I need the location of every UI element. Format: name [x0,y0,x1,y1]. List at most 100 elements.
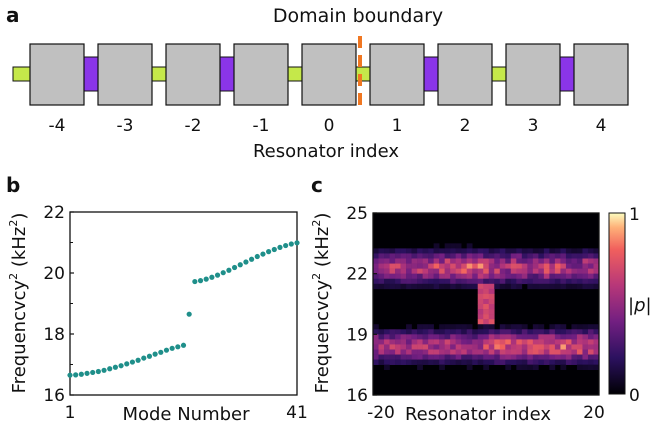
resonator-box [233,43,289,106]
heatmap-cell [582,273,589,280]
heatmap-cell [587,334,594,340]
heatmap-cell [433,344,440,350]
resonator-index-label: 1 [392,116,403,136]
heatmap-cell [587,263,594,269]
heatmap-cell [455,243,462,249]
heatmap-cell [521,354,528,360]
resonator-box [369,43,425,106]
heatmap-cell [384,258,390,264]
heatmap-cell [433,248,440,254]
heatmap-cell [505,283,512,290]
heatmap-cell [593,253,600,259]
heatmap-cell [560,273,567,280]
heatmap-cell [499,283,506,290]
heatmap-cell [593,278,600,285]
heatmap-cell [549,268,556,274]
heatmap-cell [417,334,423,340]
scatter-point [243,259,249,265]
heatmap-cell [538,278,545,285]
heatmap-cell [395,278,401,285]
heatmap-cell [389,344,396,350]
heatmap-cell [565,248,572,254]
heatmap-cell [395,263,401,269]
heatmap-cell [400,253,407,259]
heatmap-cell [477,309,484,315]
heatmap-cell [571,339,578,345]
heatmap-cell [406,253,412,259]
heatmap-cell [378,268,385,274]
heatmap-cell [373,354,379,360]
panel-b-points [67,240,300,378]
heatmap-cell [400,283,407,290]
heatmap-cell [554,344,561,350]
heatmap-cell [472,344,479,350]
heatmap-cell [466,278,473,285]
heatmap-cell [554,339,561,345]
heatmap-cell [521,334,528,340]
heatmap-cell [593,324,600,330]
heatmap-cell [488,309,495,315]
heatmap-cell [516,263,523,269]
heatmap-cell [488,298,495,305]
heatmap-cell [472,283,479,290]
heatmap-cell [571,278,578,285]
heatmap-cell [428,339,434,345]
heatmap-cell [406,344,412,350]
heatmap-cell [499,273,506,280]
heatmap-cell [395,329,401,335]
heatmap-cell [384,359,390,365]
heatmap-cell [510,329,517,335]
heatmap-cell [411,278,418,285]
scatter-point [249,256,255,262]
panel-b-xlabel: Mode Number [122,404,250,425]
heatmap-cell [576,344,583,350]
heatmap-cell [521,273,528,280]
heatmap-cell [538,329,545,335]
heatmap-cell [455,278,462,285]
heatmap-cell [499,263,506,269]
heatmap-cell [587,359,594,365]
panel-b-x-max: 41 [286,403,308,423]
heatmap-cell [477,339,484,345]
heatmap-cell [461,248,468,254]
heatmap-cell [373,248,379,254]
heatmap-cell [378,329,385,335]
heatmap-cell [494,258,501,264]
heatmap-cell [450,324,456,330]
heatmap-cell [378,278,385,285]
heatmap-cell [593,248,600,254]
heatmap-cell [510,253,517,259]
heatmap-cell [422,268,429,274]
heatmap-cell [483,273,490,280]
heatmap-cell [477,334,484,340]
heatmap-cell [373,263,379,269]
heatmap-cell [439,248,445,254]
heatmap-cell [400,278,407,285]
heatmap-cell [576,263,583,269]
heatmap-cell [527,273,534,280]
panel-b-ylabel: Frequencvcy2 (kHz2) [7,213,30,394]
heatmap-cell [543,354,550,360]
heatmap-cell [549,344,556,350]
heatmap-cell [378,354,385,360]
heatmap-cell [560,268,567,274]
heatmap-cell [400,329,407,335]
panel-c-letter: c [311,173,323,197]
heatmap-cell [543,339,550,345]
heatmap-cell [488,319,495,325]
heatmap-cell [483,339,490,345]
heatmap-cell [560,258,567,264]
heatmap-cell [461,339,468,345]
heatmap-cell [521,344,528,350]
heatmap-cell [450,283,456,290]
heatmap-cell [466,324,473,330]
heatmap-cell [560,248,567,254]
heatmap-cell [549,324,556,330]
heatmap-cell [417,364,423,371]
heatmap-cell [510,273,517,280]
panel-c-x-min: -20 [367,403,395,423]
heatmap-cell [516,278,523,285]
heatmap-cell [516,283,523,290]
heatmap-cell [417,248,423,254]
heatmap-cell [395,273,401,280]
